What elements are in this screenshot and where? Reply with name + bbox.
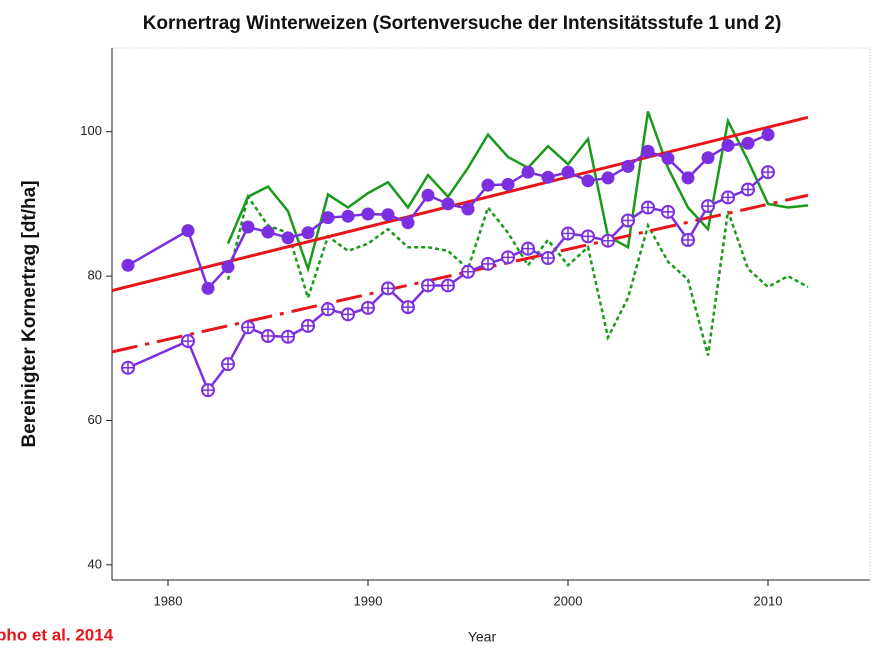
marker <box>201 281 215 295</box>
y-axis-label: Bereinigter Kornertrag [dt/ha] <box>19 180 40 447</box>
marker <box>481 178 495 192</box>
marker-cross <box>202 384 214 397</box>
marker-cross <box>182 335 194 348</box>
marker <box>721 138 735 152</box>
marker <box>261 225 275 239</box>
marker-cross <box>322 303 334 316</box>
marker-cross <box>402 301 414 314</box>
marker <box>361 207 375 221</box>
marker <box>241 220 255 234</box>
marker <box>421 188 435 202</box>
marker <box>661 151 675 165</box>
annotation: pho et al. 2014 <box>0 625 114 644</box>
marker-cross <box>762 166 774 179</box>
marker <box>401 216 415 230</box>
marker <box>761 128 775 142</box>
marker-cross <box>362 301 374 314</box>
marker <box>641 144 655 158</box>
marker-cross <box>582 230 594 243</box>
marker-cross <box>262 330 274 343</box>
marker-cross <box>562 227 574 240</box>
marker-cross <box>542 252 554 265</box>
marker-cross <box>242 321 254 334</box>
marker-cross <box>282 330 294 343</box>
marker-cross <box>442 279 454 292</box>
marker <box>561 165 575 179</box>
x-tick-label: 1980 <box>154 593 183 608</box>
marker <box>601 171 615 185</box>
y-tick-label: 40 <box>88 556 102 571</box>
x-tick-label: 2000 <box>554 593 583 608</box>
marker-cross <box>662 205 674 218</box>
x-tick-label: 1990 <box>354 593 383 608</box>
marker <box>501 177 515 191</box>
marker <box>521 165 535 179</box>
marker-cross <box>702 200 714 213</box>
marker-cross <box>602 234 614 247</box>
y-tick-label: 60 <box>88 412 102 427</box>
marker <box>301 226 315 240</box>
marker <box>621 159 635 173</box>
marker-cross <box>382 282 394 295</box>
marker <box>441 197 455 211</box>
series-line <box>111 193 809 354</box>
marker <box>681 171 695 185</box>
marker-cross <box>502 251 514 264</box>
marker-cross <box>622 214 634 227</box>
marker-cross <box>222 358 234 371</box>
marker <box>321 211 335 225</box>
marker-cross <box>722 191 734 204</box>
marker-cross <box>642 201 654 214</box>
marker-cross <box>522 242 534 255</box>
y-tick-label: 100 <box>80 123 102 138</box>
marker <box>541 170 555 184</box>
marker <box>181 224 195 238</box>
marker <box>341 209 355 223</box>
y-tick-label: 80 <box>88 268 102 283</box>
marker-cross <box>302 319 314 332</box>
marker <box>741 136 755 150</box>
series-line <box>226 193 809 356</box>
marker <box>701 151 715 165</box>
x-axis-label: Year <box>468 629 497 645</box>
marker-cross <box>342 308 354 321</box>
marker-cross <box>482 257 494 270</box>
marker <box>381 208 395 222</box>
marker-cross <box>742 183 754 196</box>
marker <box>581 174 595 188</box>
plot-frame <box>111 47 871 581</box>
marker-cross <box>462 265 474 278</box>
marker-cross <box>682 234 694 247</box>
marker <box>121 258 135 272</box>
marker-cross <box>422 279 434 292</box>
chart-title: Kornertrag Winterweizen (Sortenversuche … <box>143 13 782 34</box>
marker <box>281 231 295 245</box>
x-tick-label: 2010 <box>754 593 783 608</box>
marker <box>221 260 235 274</box>
marker-cross <box>122 361 134 374</box>
marker <box>461 202 475 216</box>
